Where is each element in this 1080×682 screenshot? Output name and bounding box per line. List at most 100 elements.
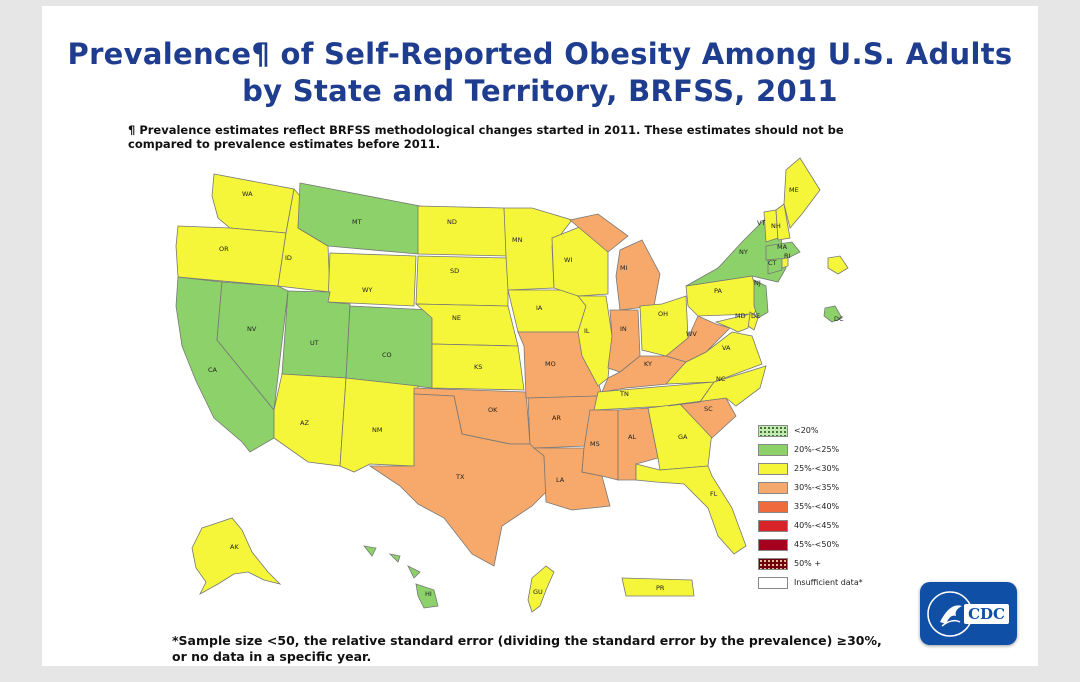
state-TX — [368, 393, 547, 567]
label-MA: MA — [777, 243, 788, 251]
legend-label: <20% — [794, 426, 819, 435]
legend-label: 20%-<25% — [794, 445, 840, 454]
state-MD — [714, 313, 751, 333]
legend-item: 35%-<40% — [758, 497, 898, 516]
legend-item: 30%-<35% — [758, 478, 898, 497]
label-WA: WA — [242, 190, 253, 198]
state-IA — [507, 289, 587, 333]
state-MT — [297, 182, 421, 255]
label-NE: NE — [452, 314, 461, 322]
state-CO — [345, 305, 433, 389]
state-DC — [823, 305, 843, 323]
cdc-logo: CDC — [920, 582, 1017, 645]
label-KY: KY — [644, 360, 652, 368]
state-MA — [765, 241, 801, 261]
legend-swatch — [758, 481, 788, 494]
state-NJ — [753, 279, 769, 319]
legend-label: 50% + — [794, 559, 822, 568]
label-OK: OK — [488, 406, 498, 414]
legend-swatch — [758, 500, 788, 513]
state-IL — [577, 295, 613, 387]
label-PA: PA — [714, 287, 723, 295]
state-WY — [327, 252, 417, 307]
state-SD — [415, 255, 509, 307]
label-AK: AK — [230, 543, 239, 551]
label-CA: CA — [208, 366, 218, 374]
state-AZ — [273, 373, 347, 467]
legend-swatch — [758, 443, 788, 456]
state-ME — [783, 157, 821, 229]
label-UT: UT — [310, 339, 319, 347]
legend-item: 40%-<45% — [758, 516, 898, 535]
state-KS — [431, 343, 525, 391]
state-AK — [191, 517, 282, 595]
label-TN: TN — [619, 390, 629, 398]
label-WY: WY — [362, 286, 372, 294]
label-NC: NC — [716, 375, 726, 383]
label-MI: MI — [620, 264, 628, 272]
label-TX: TX — [455, 473, 465, 481]
legend-swatch — [758, 462, 788, 475]
legend-item: 45%-<50% — [758, 535, 898, 554]
label-MT: MT — [352, 218, 362, 226]
state-WV — [665, 315, 731, 363]
label-IL: IL — [584, 327, 590, 335]
label-VA: VA — [722, 344, 731, 352]
state-RI-inset — [827, 255, 849, 275]
legend-swatch — [758, 424, 788, 437]
label-PR: PR — [656, 584, 665, 592]
label-WV: WV — [686, 330, 697, 338]
legend-label: 40%-<45% — [794, 521, 840, 530]
label-NV: NV — [247, 325, 257, 333]
state-OR — [175, 225, 287, 287]
state-NV — [216, 281, 289, 411]
legend-swatch — [758, 538, 788, 551]
label-LA: LA — [556, 476, 565, 484]
state-labels: WA OR CA NV ID MT WY UT CO AZ NM ND SD N… — [208, 186, 844, 598]
label-AR: AR — [552, 414, 561, 422]
state-WA — [211, 173, 295, 234]
legend-label: 30%-<35% — [794, 483, 840, 492]
label-IN: IN — [620, 325, 627, 333]
state-FL — [635, 463, 747, 555]
label-OR: OR — [219, 245, 229, 253]
label-MD: MD — [735, 312, 746, 320]
legend-label: 45%-<50% — [794, 540, 840, 549]
label-AZ: AZ — [300, 419, 309, 427]
territory-GU — [527, 565, 555, 613]
label-MS: MS — [590, 440, 600, 448]
label-ND: ND — [447, 218, 457, 226]
state-AR — [527, 395, 599, 449]
label-SD: SD — [450, 267, 459, 275]
label-SC: SC — [704, 405, 713, 413]
state-NM — [339, 377, 419, 473]
legend-swatch — [758, 576, 788, 589]
state-HI — [363, 545, 439, 609]
state-NC — [667, 365, 767, 407]
label-OH: OH — [658, 310, 668, 318]
map-legend: <20% 20%-<25% 25%-<30% 30%-<35% 35%-<40% 40%-… — [758, 421, 898, 592]
label-IA: IA — [536, 304, 543, 312]
legend-swatch — [758, 557, 788, 570]
page-title: Prevalence¶ of Self-Reported Obesity Amo… — [42, 36, 1038, 110]
label-VT: VT — [757, 219, 765, 227]
legend-item: 25%-<30% — [758, 459, 898, 478]
label-AL: AL — [628, 433, 636, 441]
label-GA: GA — [678, 433, 688, 441]
legend-item: 50% + — [758, 554, 898, 573]
sample-size-footnote: *Sample size <50, the relative standard … — [172, 633, 882, 664]
state-ND — [417, 205, 509, 257]
label-ME: ME — [789, 186, 799, 194]
state-UT — [281, 290, 351, 379]
us-obesity-map: WA OR CA NV ID MT WY UT CO AZ NM ND SD N… — [175, 157, 849, 613]
legend-item: <20% — [758, 421, 898, 440]
title-line-2: by State and Territory, BRFSS, 2011 — [242, 74, 838, 108]
label-NY: NY — [739, 248, 748, 256]
legend-item: Insufficient data* — [758, 573, 898, 592]
cdc-wordmark: CDC — [964, 604, 1009, 624]
label-NJ: NJ — [754, 279, 761, 287]
title-line-1: Prevalence¶ of Self-Reported Obesity Amo… — [67, 37, 1013, 71]
legend-label: 25%-<30% — [794, 464, 840, 473]
label-DC: DC — [834, 315, 844, 323]
slide: Prevalence¶ of Self-Reported Obesity Amo… — [42, 6, 1038, 666]
